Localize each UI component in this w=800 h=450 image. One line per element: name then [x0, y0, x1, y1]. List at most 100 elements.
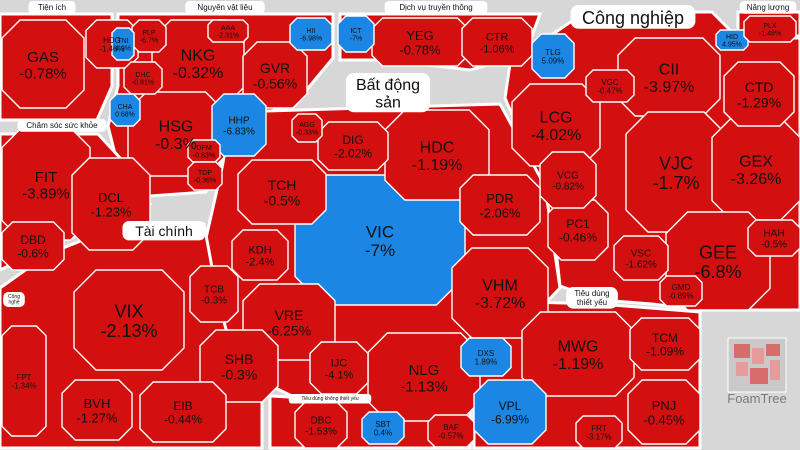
brand-label: FoamTree	[727, 391, 786, 406]
tile-tcm[interactable]	[629, 317, 701, 371]
tile-ticker-pnj: PNJ	[652, 398, 677, 413]
group-label-bg-cham-soc-suc-khoe	[17, 119, 107, 132]
group-label-cong-nghe: Công nghệ	[8, 294, 20, 306]
tile-vgc[interactable]	[585, 69, 635, 103]
tile-ticker-hdc: HDC	[420, 140, 455, 157]
tile-pc1[interactable]	[547, 199, 609, 261]
tile-change-ctr: -1.06%	[480, 43, 515, 55]
tile-ctr[interactable]	[461, 17, 533, 67]
tile-ticker-tcb: TCB	[204, 285, 224, 296]
tile-ticker-fit: FIT	[35, 169, 58, 186]
tile-shb[interactable]	[199, 329, 279, 403]
tile-change-ijc: -4.1%	[325, 369, 354, 381]
tile-fit[interactable]	[1, 127, 91, 241]
tile-change-fit: -3.89%	[22, 185, 70, 202]
tile-change-pdr: -2.06%	[479, 205, 521, 220]
tile-change-vic: -7%	[365, 241, 395, 260]
tile-hii[interactable]	[289, 17, 333, 51]
labels-layer: GAS-0.78%HDG-1.46% NKG-0.32%HSG-0.3%GVR-0…	[11, 23, 787, 442]
tile-ticker-hah: HAH	[763, 229, 784, 240]
group-label-bg-dich-vu-truyen-thong	[384, 1, 488, 14]
tile-plx[interactable]	[743, 15, 797, 43]
tile-ticker-nlg: NLG	[409, 362, 440, 379]
tile-vix[interactable]	[73, 269, 185, 371]
tile-ticker-shb: SHB	[225, 351, 254, 367]
tile-change-shb: -0.3%	[221, 366, 258, 382]
tile-change-hii: -6.98%	[300, 36, 322, 43]
tile-tlg[interactable]	[531, 33, 575, 79]
tile-dxs[interactable]	[460, 337, 512, 377]
tile-change-hdc: -1.19%	[412, 157, 463, 174]
tile-dbc[interactable]	[294, 401, 348, 449]
tile-vsc[interactable]	[613, 235, 669, 281]
tile-ctd[interactable]	[723, 61, 795, 127]
tile-change-tni: 4.9%	[115, 46, 131, 53]
tile-ticker-yeg: YEG	[406, 28, 433, 43]
tile-gas[interactable]	[1, 19, 85, 109]
tile-eib[interactable]	[139, 381, 227, 443]
tile-change-nkg: -0.32%	[173, 65, 224, 82]
tile-ticker-vcg: VCG	[557, 171, 579, 182]
tile-fpt[interactable]	[1, 325, 47, 437]
group-label-bg-tien-ich	[28, 1, 76, 14]
tile-pnj[interactable]	[627, 379, 701, 445]
tile-tch[interactable]	[237, 159, 327, 225]
tile-change-gex: -3.26%	[731, 171, 782, 188]
tile-vcg[interactable]	[539, 151, 597, 209]
group-label-bg-bat-dong-san	[345, 73, 431, 113]
tile-change-vcg: -0.82%	[552, 182, 584, 193]
tile-ticker-dig: DIG	[342, 133, 363, 147]
tile-dbd[interactable]	[1, 221, 65, 271]
tile-mwg[interactable]	[521, 311, 635, 397]
tile-ticker-vgc: VGC	[601, 78, 619, 87]
tile-ticker-vhm: VHM	[482, 278, 518, 295]
tile-ticker-aaa: AAA	[221, 25, 235, 32]
tile-change-pc1: -0.46%	[559, 230, 597, 244]
tile-change-tcb: -0.3%	[201, 296, 227, 307]
tile-dhc[interactable]	[123, 61, 163, 95]
group-label-tai-chinh: Tài chính	[135, 223, 193, 239]
tile-ticker-tcm: TCM	[652, 331, 678, 345]
tile-pdr[interactable]	[459, 174, 541, 236]
tile-ticker-nkg: NKG	[181, 48, 216, 65]
tile-tdp[interactable]	[187, 161, 223, 191]
tile-ticker-dpm: DPM	[196, 145, 212, 152]
tile-change-vix: -2.13%	[100, 321, 157, 341]
tile-ticker-tch: TCH	[268, 177, 297, 193]
tile-ticker-vre: VRE	[275, 307, 304, 323]
group-label-bg-nang-luong	[739, 1, 797, 14]
tile-aaa[interactable]	[207, 19, 249, 43]
tile-cha[interactable]	[109, 93, 141, 127]
tile-dig[interactable]	[317, 121, 389, 171]
group-label-tieu-dung-thiet-yeu: Tiêu dùng thiết yếu	[574, 289, 609, 307]
tile-gmd[interactable]	[659, 275, 703, 307]
tile-change-nlg: -1.13%	[400, 378, 448, 395]
tile-ticker-lcg: LCG	[540, 110, 573, 127]
tile-hhp[interactable]	[211, 93, 267, 157]
tile-hah[interactable]	[747, 219, 800, 257]
tile-tcb[interactable]	[189, 265, 239, 323]
tile-ticker-hid: HID	[726, 34, 738, 41]
tile-frt[interactable]	[575, 415, 623, 449]
tile-kdh[interactable]	[231, 229, 289, 281]
tile-change-pnj: -0.45%	[643, 412, 685, 427]
tile-ticker-pc1: PC1	[566, 217, 590, 231]
tile-agg[interactable]	[291, 113, 323, 143]
tile-baf[interactable]	[427, 414, 475, 448]
tile-vpl[interactable]	[473, 379, 547, 445]
tile-ticker-tni: TNI	[117, 38, 128, 45]
tile-ticker-vsc: VSC	[631, 249, 652, 260]
tiles-layer	[0, 10, 800, 450]
tile-tni[interactable]	[111, 27, 135, 61]
group-label-bg-cong-nghiep	[570, 5, 696, 29]
tile-sbt[interactable]	[361, 411, 405, 445]
tile-ict[interactable]	[337, 15, 375, 53]
tile-change-vgc: -0.47%	[597, 87, 622, 96]
tile-change-vsc: -1.62%	[625, 260, 657, 271]
group-labels-layer: Tiện ích Nguyên vật liệu Dịch vụ truyền th…	[3, 1, 797, 404]
tile-ticker-dbc: DBC	[310, 416, 331, 427]
tile-ticker-ctd: CTD	[745, 79, 774, 95]
tile-ticker-ijc: IJC	[331, 357, 348, 369]
tile-change-agg: -0.33%	[296, 130, 318, 137]
tile-bvh[interactable]	[61, 379, 133, 441]
